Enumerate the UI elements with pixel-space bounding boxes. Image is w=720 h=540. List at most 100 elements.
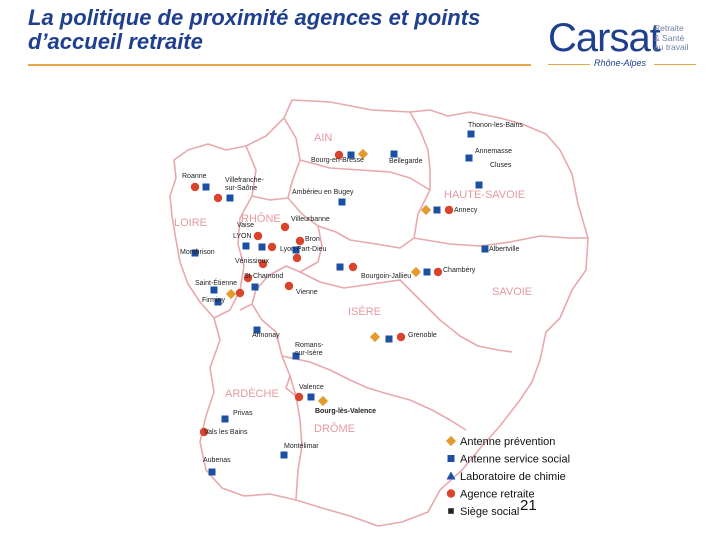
city-label-annemasse: Annemasse — [475, 148, 512, 155]
city-label-bourg-en-bresse: Bourg-en-Bresse — [311, 157, 364, 164]
department-border — [251, 303, 303, 501]
diamond-icon — [445, 435, 457, 447]
legend-label: Agence retraite — [460, 489, 535, 501]
agence-retraite-marker — [267, 242, 277, 252]
antenne-service-social-marker — [390, 150, 398, 158]
agence-retraite-marker — [444, 205, 454, 215]
agence-retraite-marker — [199, 427, 209, 437]
agence-retraite-marker — [396, 332, 406, 342]
city-label-romans-sur-isere: Romans-sur-Isère — [295, 342, 324, 357]
agence-retraite-marker — [348, 262, 358, 272]
city-label-villefranche-sur-saone: Villefranche-sur-Saône — [225, 177, 264, 192]
antenne-prevention-marker — [410, 266, 422, 278]
city-label-chambery: Chambéry — [443, 267, 476, 274]
city-label-bourg-les-valence: Bourg-lès-Valence — [315, 408, 376, 415]
agence-retraite-marker — [190, 182, 200, 192]
city-label-bellegarde: Bellegarde — [389, 158, 423, 165]
department-border — [299, 271, 513, 353]
logo-tagline-line: Retraite — [654, 23, 684, 33]
agence-retraite-marker — [433, 267, 443, 277]
city-label-valence: Valence — [299, 384, 324, 391]
legend-label: Antenne prévention — [460, 436, 555, 448]
city-label-cluses: Cluses — [490, 162, 512, 169]
triangle-icon — [446, 471, 456, 480]
antenne-prevention-marker — [317, 395, 329, 407]
agence-retraite-marker — [280, 222, 290, 232]
city-label-lyon-part-dieu: Lyon Part-Dieu — [280, 246, 327, 253]
slide-title: La politique de proximité agences et poi… — [28, 5, 481, 54]
small-square-icon — [448, 508, 454, 514]
department-borders — [169, 99, 589, 527]
antenne-service-social-marker — [292, 246, 300, 254]
agence-retraite-marker — [292, 253, 302, 263]
city-label-privas: Privas — [233, 410, 253, 417]
antenne-service-social-marker — [242, 242, 250, 250]
antenne-service-social-marker — [221, 415, 229, 423]
city-label-vienne: Vienne — [296, 289, 318, 296]
city-label-venissieux: Vénissieux — [235, 258, 269, 265]
city-label-vaise: Vaise — [237, 222, 254, 229]
map-legend: Antenne prévention Antenne service social… — [445, 435, 570, 518]
page-number: 21 — [520, 497, 537, 514]
carsat-logo: Carsat Retraite & Santé au travail Rhône… — [548, 18, 698, 70]
city-label-st-chamond: St-Chamond — [244, 273, 283, 280]
agence-retraite-marker — [235, 288, 245, 298]
antenne-service-social-marker — [307, 393, 315, 401]
logo-region: Rhône-Alpes — [594, 58, 647, 68]
region-label-drome: DRÔME — [314, 422, 355, 435]
logo-tagline-line: & Santé — [654, 32, 685, 43]
city-label-annecy: Annecy — [454, 207, 478, 214]
department-border — [409, 111, 431, 190]
city-label-aubenas: Aubenas — [203, 457, 231, 464]
region-label-loire: LOIRE — [174, 217, 207, 229]
logo-tagline: Retraite & Santé au travail — [654, 23, 689, 53]
antenne-service-social-marker — [258, 243, 266, 251]
antenne-service-social-marker — [481, 245, 489, 253]
city-labels: Thonon-les-Bains Annemasse Cluses Bourg-en-… — [180, 122, 523, 464]
agence-retraite-marker — [294, 392, 304, 402]
agence-retraite-marker — [253, 231, 263, 241]
region-label-ain: AIN — [314, 132, 332, 144]
department-border — [169, 99, 589, 527]
logo-tagline-line: au travail — [654, 42, 689, 52]
antenne-service-social-marker — [385, 335, 393, 343]
antenne-service-social-marker — [467, 130, 475, 138]
antenne-service-social-marker — [208, 468, 216, 476]
legend-label: Siège social — [460, 506, 519, 518]
antenne-service-social-marker — [253, 326, 261, 334]
antenne-prevention-marker — [369, 331, 381, 343]
legend-label: Laboratoire de chimie — [460, 471, 566, 483]
legend-item: Antenne prévention — [445, 435, 555, 448]
department-border — [285, 375, 297, 397]
city-label-thonon-les-bains: Thonon-les-Bains — [468, 122, 523, 129]
antenne-service-social-marker — [202, 183, 210, 191]
city-label-firminy: Firminy — [202, 297, 225, 304]
antenne-service-social-marker — [280, 451, 288, 459]
antenne-prevention-marker — [225, 288, 237, 300]
agence-retraite-marker — [334, 150, 344, 160]
logo-rule — [548, 64, 590, 65]
city-label-bourgoin-jallieu: Bourgoin-Jallieu — [361, 273, 411, 280]
city-label-saint-etienne: Saint-Étienne — [195, 278, 237, 287]
antenne-service-social-marker — [465, 154, 473, 162]
agence-retraite-marker — [243, 273, 253, 283]
department-border — [281, 355, 467, 431]
antenne-service-social-marker — [210, 286, 218, 294]
region-label-savoie: SAVOIE — [492, 286, 532, 298]
region-label-ardeche: ARDÈCHE — [225, 387, 279, 400]
region-labels: AIN HAUTE-SAVOIE LOIRE RHÔNE SAVOIE ISÈRE ARDÈ… — [174, 132, 532, 435]
antenne-service-social-marker — [226, 194, 234, 202]
agence-retraite-marker — [295, 236, 305, 246]
title-underline — [28, 64, 531, 66]
antenne-service-social-marker — [475, 181, 483, 189]
antenne-service-social-marker — [336, 263, 344, 271]
legend-item: Agence retraite — [446, 489, 535, 501]
legend-item: Antenne service social — [447, 454, 570, 466]
legend-item: Laboratoire de chimie — [446, 471, 566, 483]
region-label-isere: ISÈRE — [348, 305, 381, 318]
agence-retraite-marker — [213, 193, 223, 203]
department-border — [283, 117, 301, 199]
city-label-annonay: Annonay — [252, 332, 280, 339]
legend-item: Siège social — [448, 506, 519, 518]
